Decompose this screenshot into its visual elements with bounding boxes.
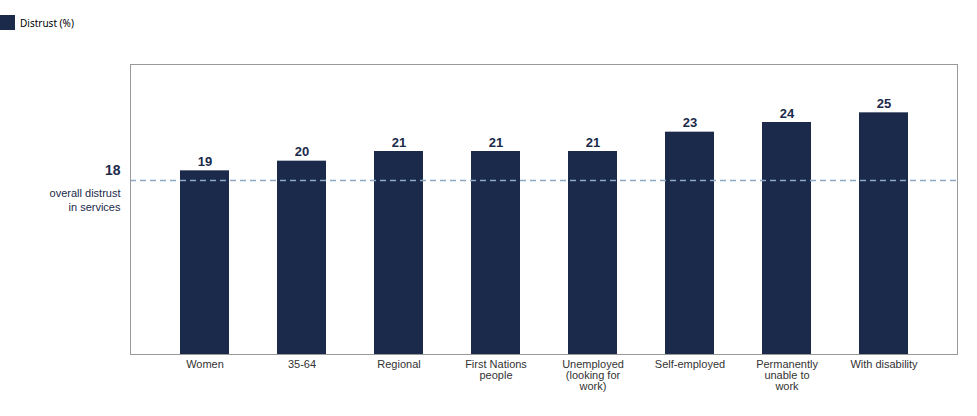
svg-text:25: 25	[877, 96, 891, 111]
svg-text:Unemployed(looking forwork): Unemployed(looking forwork)	[562, 358, 624, 392]
svg-text:24: 24	[780, 106, 795, 121]
svg-text:Regional: Regional	[377, 358, 420, 370]
svg-text:21: 21	[392, 135, 406, 150]
svg-text:21: 21	[586, 135, 600, 150]
svg-text:35-64: 35-64	[288, 358, 316, 370]
svg-text:Women: Women	[186, 358, 224, 370]
html-text:Distrust (%): Distrust (%)	[20, 15, 74, 30]
svg-text:overall distrustin services: overall distrustin services	[50, 187, 121, 213]
svg-text:20: 20	[295, 144, 309, 159]
svg-text:19: 19	[198, 154, 212, 169]
svg-text:21: 21	[489, 135, 503, 150]
svg-text:Permanentlyunable towork: Permanentlyunable towork	[756, 358, 818, 392]
svg-text:23: 23	[683, 115, 697, 130]
svg-text:Self-employed: Self-employed	[655, 358, 725, 370]
svg-text:First Nationspeople: First Nationspeople	[465, 358, 527, 381]
svg-text:With disability: With disability	[850, 358, 918, 370]
svg-text:18: 18	[105, 162, 121, 178]
